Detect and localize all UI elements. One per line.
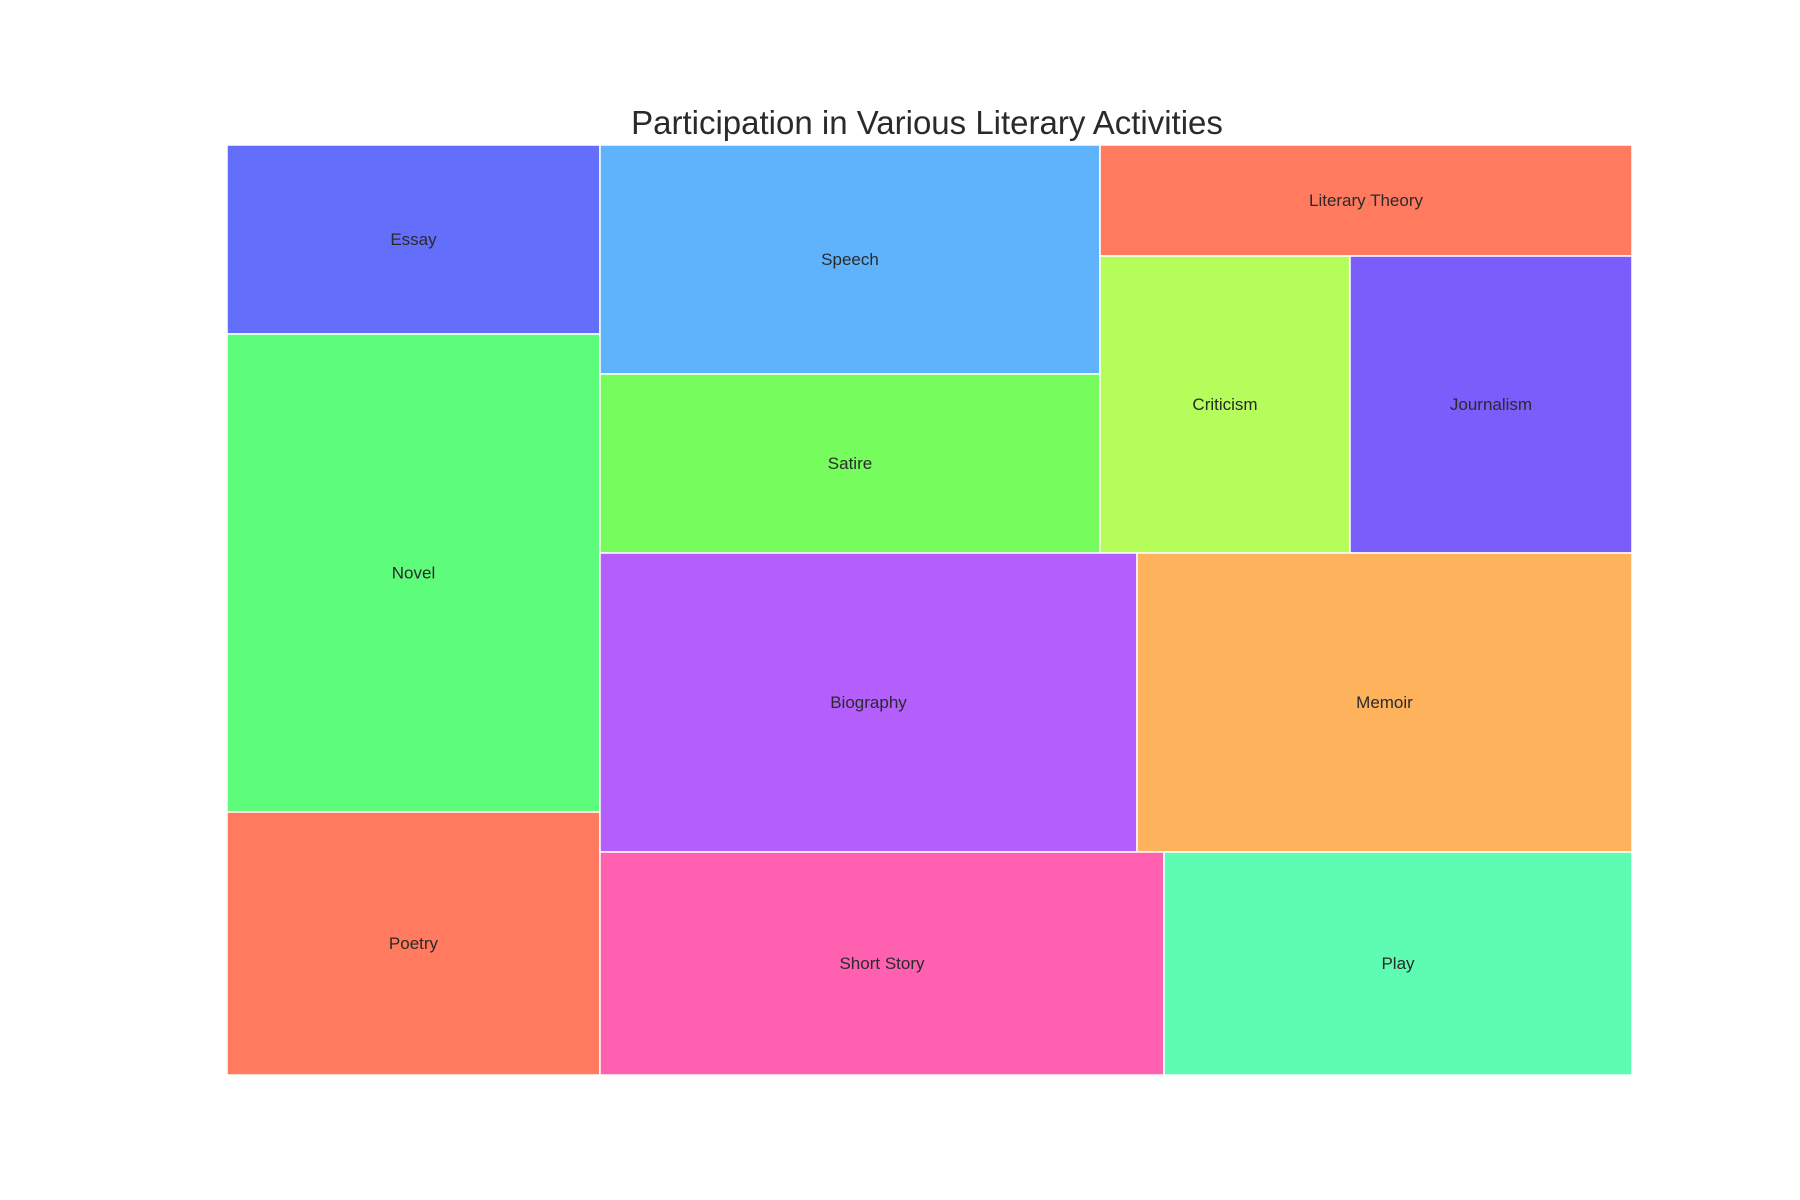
tile-label-memoir: Memoir: [1356, 693, 1413, 712]
tile-label-short-story: Short Story: [839, 954, 925, 973]
tile-label-essay: Essay: [390, 230, 437, 249]
tile-label-poetry: Poetry: [389, 934, 439, 953]
tile-short-story[interactable]: [599, 851, 1165, 1076]
tile-novel[interactable]: [226, 333, 601, 813]
tile-speech[interactable]: [599, 144, 1101, 375]
tile-criticism[interactable]: [1099, 255, 1351, 554]
tile-label-criticism: Criticism: [1192, 395, 1257, 414]
tile-poetry[interactable]: [226, 811, 601, 1076]
tile-memoir[interactable]: [1136, 552, 1633, 853]
tile-biography[interactable]: [599, 552, 1138, 853]
tile-label-novel: Novel: [392, 564, 435, 583]
tile-label-speech: Speech: [821, 250, 879, 269]
chart-title: Participation in Various Literary Activi…: [631, 104, 1223, 141]
tile-label-literary-theory: Literary Theory: [1309, 191, 1424, 210]
tile-label-play: Play: [1381, 954, 1415, 973]
tile-label-biography: Biography: [830, 693, 907, 712]
tile-play[interactable]: [1163, 851, 1633, 1076]
tile-label-satire: Satire: [828, 454, 872, 473]
tile-journalism[interactable]: [1349, 255, 1633, 554]
tile-essay[interactable]: [226, 144, 601, 335]
tile-label-journalism: Journalism: [1450, 395, 1532, 414]
